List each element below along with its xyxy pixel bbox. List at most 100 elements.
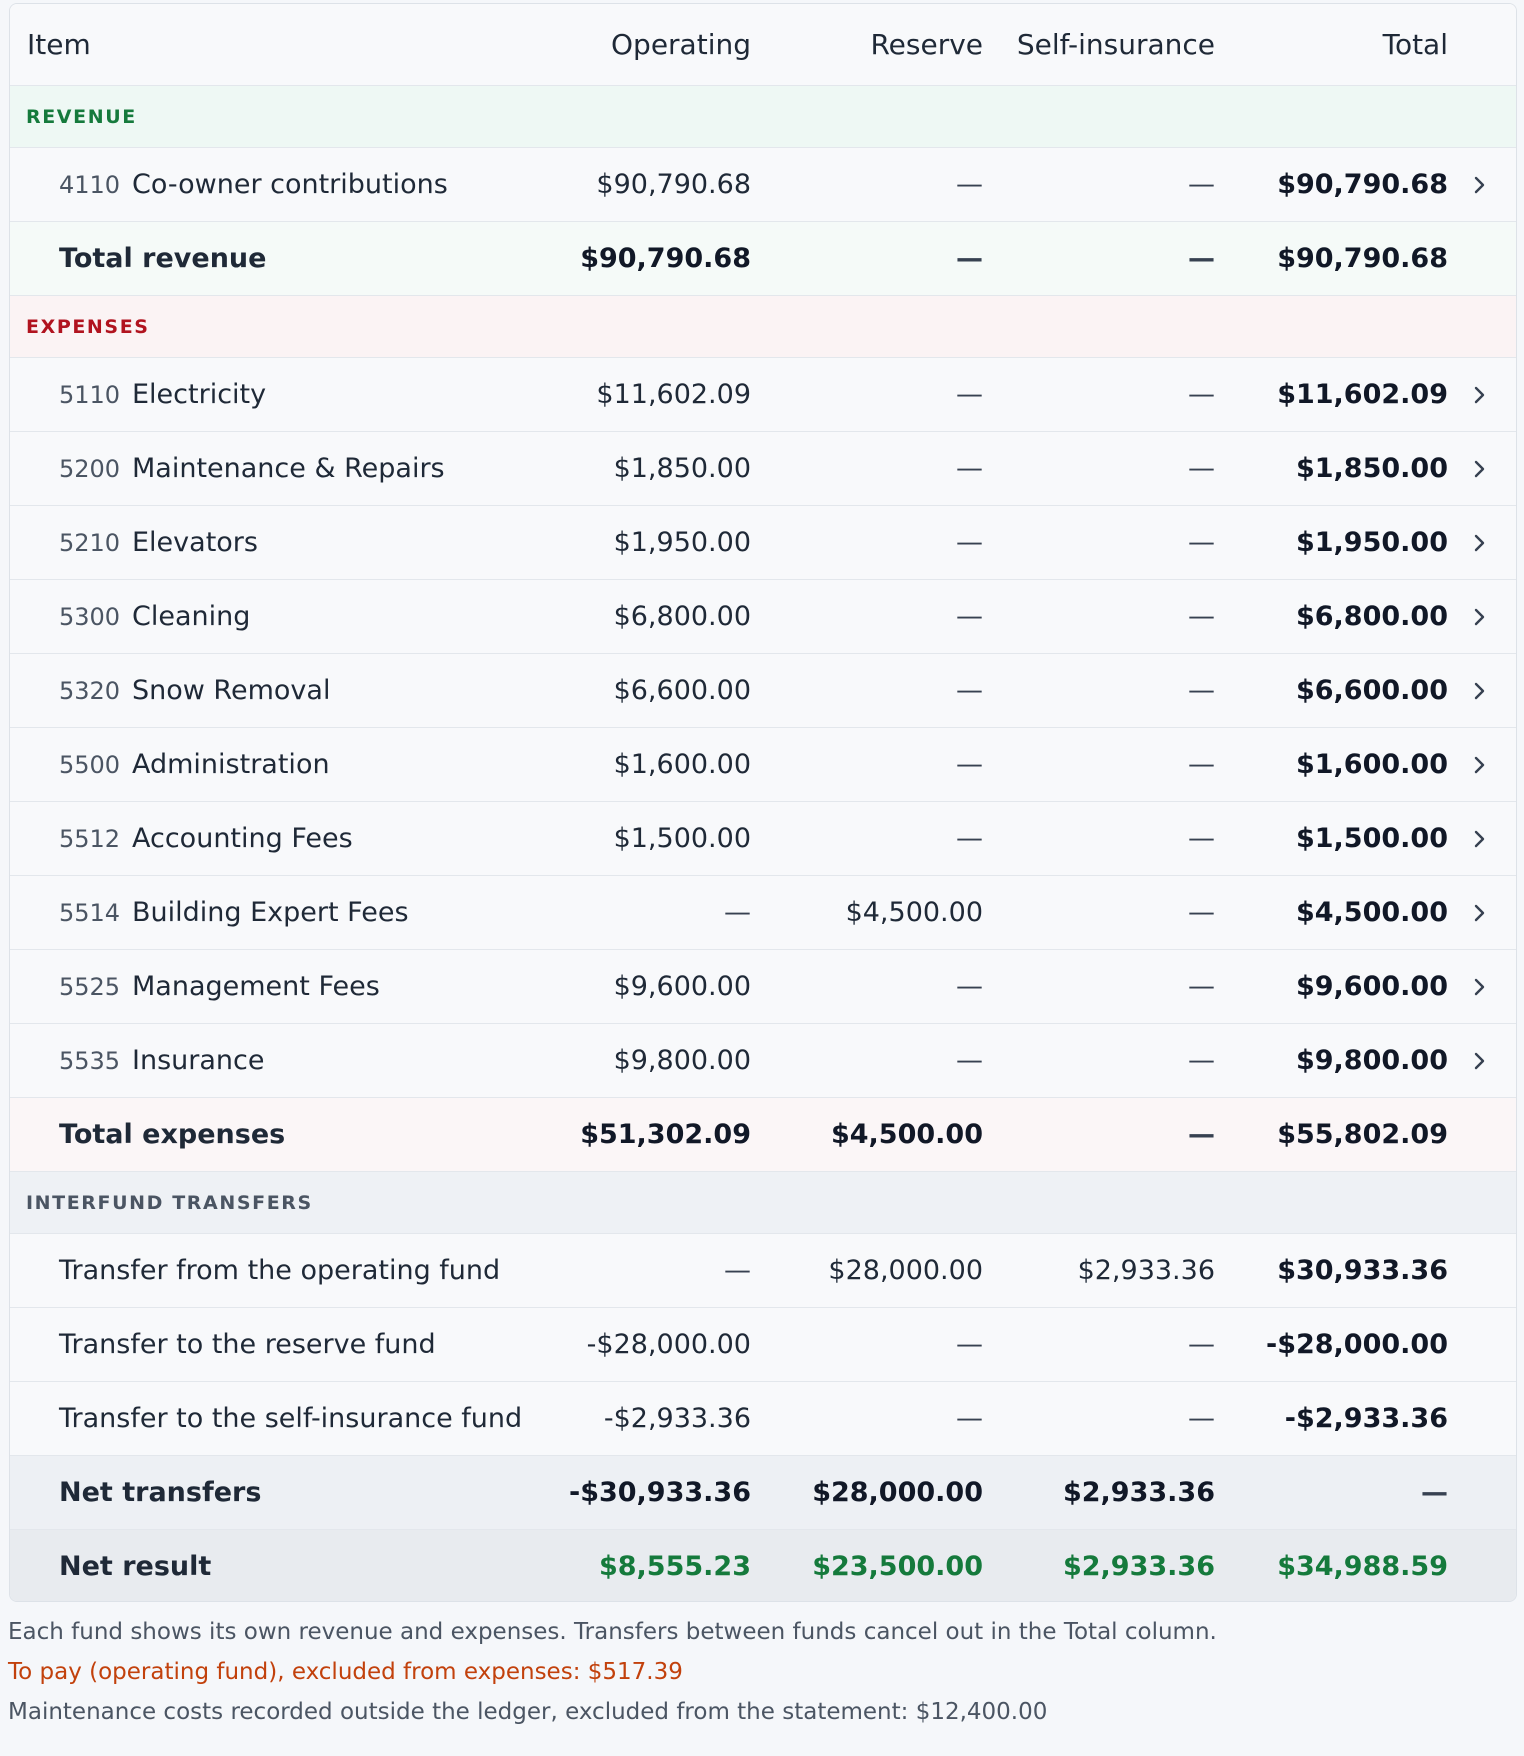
self-insurance-cell: — [1188, 243, 1215, 274]
chevron-right-icon[interactable] [1466, 950, 1494, 1023]
ledger-row[interactable]: 5512 Accounting Fees $1,500.00 — — $1,500.00 [10, 802, 1516, 876]
account-code: 5500 [59, 750, 121, 779]
total-cell: $34,988.59 [1277, 1551, 1448, 1582]
self-insurance-cell: — [1188, 749, 1215, 780]
chevron-right-icon[interactable] [1466, 728, 1494, 801]
chevron-right-icon[interactable] [1466, 654, 1494, 727]
self-insurance-cell: — [1188, 897, 1215, 928]
total-cell: $90,790.68 [1277, 243, 1448, 274]
self-insurance-cell: — [1188, 1045, 1215, 1076]
account-name: Co-owner contributions [132, 169, 448, 200]
reserve-cell: $4,500.00 [830, 1119, 983, 1150]
column-header-reserve: Reserve [870, 28, 983, 61]
operating-cell: $9,800.00 [613, 1045, 751, 1076]
ledger-row[interactable]: 5320 Snow Removal $6,600.00 — — $6,600.00 [10, 654, 1516, 728]
section-label: REVENUE [26, 105, 137, 128]
operating-cell: — [724, 1255, 751, 1286]
ledger-row[interactable]: 5514 Building Expert Fees — $4,500.00 — $4,50… [10, 876, 1516, 950]
section-transfers: INTERFUND TRANSFERS [10, 1172, 1516, 1234]
chevron-right-icon[interactable] [1466, 1024, 1494, 1097]
operating-cell: $1,950.00 [613, 527, 751, 558]
total-cell: $55,802.09 [1277, 1119, 1448, 1150]
account-name: Cleaning [132, 601, 251, 632]
ledger-row[interactable]: 5210 Elevators $1,950.00 — — $1,950.00 [10, 506, 1516, 580]
ledger-row[interactable]: 5500 Administration $1,600.00 — — $1,600.00 [10, 728, 1516, 802]
column-header-self-insurance: Self-insurance [1016, 28, 1215, 61]
self-insurance-cell: — [1188, 379, 1215, 410]
operating-cell: $1,500.00 [613, 823, 751, 854]
chevron-right-icon[interactable] [1466, 876, 1494, 949]
account-name: Maintenance & Repairs [132, 453, 445, 484]
operating-cell: $8,555.23 [598, 1551, 751, 1582]
reserve-cell: — [956, 1403, 983, 1434]
total-cell: — [1421, 1477, 1448, 1508]
ledger-row[interactable]: 5200 Maintenance & Repairs $1,850.00 — — $1,8… [10, 432, 1516, 506]
chevron-right-icon[interactable] [1466, 802, 1494, 875]
income-statement-table: Item Operating Reserve Self-insurance Total R… [9, 3, 1517, 1602]
ledger-row[interactable]: 5525 Management Fees $9,600.00 — — $9,600.00 [10, 950, 1516, 1024]
operating-cell: $1,850.00 [613, 453, 751, 484]
ledger-row[interactable]: 4110 Co-owner contributions $90,790.68 — — $9… [10, 148, 1516, 222]
total-revenue-row: Total revenue $90,790.68 — — $90,790.68 [10, 222, 1516, 296]
reserve-cell: $28,000.00 [812, 1477, 983, 1508]
reserve-cell: — [956, 749, 983, 780]
ledger-row[interactable]: 5300 Cleaning $6,800.00 — — $6,800.00 [10, 580, 1516, 654]
operating-cell: $6,600.00 [613, 675, 751, 706]
chevron-right-icon[interactable] [1466, 506, 1494, 579]
account-code: 5110 [59, 380, 121, 409]
total-cell: -$2,933.36 [1284, 1403, 1448, 1434]
operating-cell: -$28,000.00 [586, 1329, 751, 1360]
ledger-row[interactable]: 5535 Insurance $9,800.00 — — $9,800.00 [10, 1024, 1516, 1098]
operating-cell: $6,800.00 [613, 601, 751, 632]
account-code: 4110 [59, 170, 121, 199]
total-cell: $6,800.00 [1295, 601, 1448, 632]
account-name: Elevators [132, 527, 258, 558]
self-insurance-cell: — [1188, 1119, 1215, 1150]
ledger-row[interactable]: 5110 Electricity $11,602.09 — — $11,602.09 [10, 358, 1516, 432]
net-transfers-row: Net transfers -$30,933.36 $28,000.00 $2,933… [10, 1456, 1516, 1530]
reserve-cell: — [956, 243, 983, 274]
account-name: Electricity [132, 379, 267, 410]
chevron-right-icon[interactable] [1466, 580, 1494, 653]
self-insurance-cell: — [1188, 1329, 1215, 1360]
reserve-cell: — [956, 1329, 983, 1360]
account-code: 5525 [59, 972, 121, 1001]
reserve-cell: — [956, 379, 983, 410]
self-insurance-cell: — [1188, 675, 1215, 706]
note-funds: Each fund shows its own revenue and expe… [8, 1619, 1217, 1645]
reserve-cell: $4,500.00 [845, 897, 983, 928]
self-insurance-cell: — [1188, 527, 1215, 558]
operating-cell: -$2,933.36 [603, 1403, 751, 1434]
reserve-cell: — [956, 971, 983, 1002]
column-header-item: Item [27, 28, 91, 61]
account-code: 5210 [59, 528, 121, 557]
self-insurance-cell: — [1188, 601, 1215, 632]
table-header: Item Operating Reserve Self-insurance Total [10, 4, 1516, 86]
operating-cell: $90,790.68 [596, 169, 751, 200]
self-insurance-cell: — [1188, 453, 1215, 484]
operating-cell: $90,790.68 [580, 243, 751, 274]
total-cell: $1,850.00 [1295, 453, 1448, 484]
chevron-right-icon[interactable] [1466, 148, 1494, 221]
total-cell: $1,600.00 [1295, 749, 1448, 780]
transfer-row: Transfer to the reserve fund -$28,000.00 —… [10, 1308, 1516, 1382]
total-cell: $6,600.00 [1295, 675, 1448, 706]
reserve-cell: — [956, 675, 983, 706]
transfer-row: Transfer from the operating fund — $28,000… [10, 1234, 1516, 1308]
self-insurance-cell: — [1188, 823, 1215, 854]
account-code: 5512 [59, 824, 121, 853]
reserve-cell: — [956, 1045, 983, 1076]
self-insurance-cell: $2,933.36 [1062, 1551, 1215, 1582]
account-name: Insurance [132, 1045, 265, 1076]
operating-cell: $1,600.00 [613, 749, 751, 780]
account-code: 5535 [59, 1046, 121, 1075]
total-cell: -$28,000.00 [1265, 1329, 1448, 1360]
column-header-operating: Operating [611, 28, 751, 61]
chevron-right-icon[interactable] [1466, 358, 1494, 431]
reserve-cell: — [956, 823, 983, 854]
operating-cell: $11,602.09 [596, 379, 751, 410]
operating-cell: $9,600.00 [613, 971, 751, 1002]
chevron-right-icon[interactable] [1466, 432, 1494, 505]
transfer-name: Transfer from the operating fund [59, 1255, 501, 1286]
column-header-total: Total [1382, 28, 1448, 61]
